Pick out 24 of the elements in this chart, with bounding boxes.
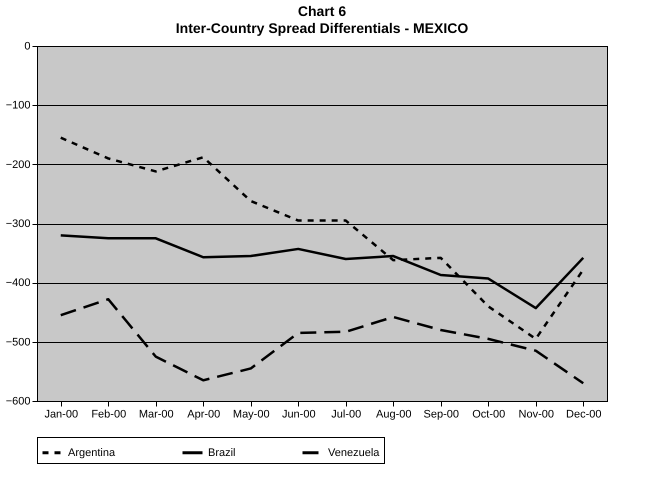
y-tick-label: 0 — [24, 40, 30, 52]
chart-title: Chart 6 — [298, 3, 346, 19]
x-tick-label: Sep-00 — [424, 408, 459, 420]
x-tick-label: Jan-00 — [44, 408, 78, 420]
legend-label: Brazil — [208, 446, 236, 459]
x-tick-label: Oct-00 — [472, 408, 506, 420]
x-tick-label: Jul-00 — [331, 408, 362, 420]
y-tick-label: −200 — [6, 158, 30, 171]
x-tick-label: Jun-00 — [282, 408, 316, 420]
y-tick-label: −100 — [6, 100, 30, 112]
y-tick-label: −500 — [6, 336, 30, 348]
x-tick-label: Aug-00 — [376, 408, 412, 420]
x-tick-label: Nov-00 — [518, 408, 554, 420]
chart-subtitle: Inter-Country Spread Differentials - MEXICO — [176, 20, 468, 36]
x-tick-label: May-00 — [232, 408, 270, 420]
x-tick-label: Feb-00 — [91, 408, 126, 420]
x-tick-label: Dec-00 — [566, 408, 602, 420]
legend-label: Argentina — [68, 446, 116, 459]
x-tick-label: Apr-00 — [187, 408, 220, 420]
y-tick-label: −600 — [6, 396, 30, 408]
x-tick-label: Mar-00 — [138, 408, 174, 420]
y-tick-label: −400 — [6, 277, 30, 290]
legend-label: Venezuela — [328, 446, 380, 459]
y-tick-label: −300 — [6, 218, 30, 230]
